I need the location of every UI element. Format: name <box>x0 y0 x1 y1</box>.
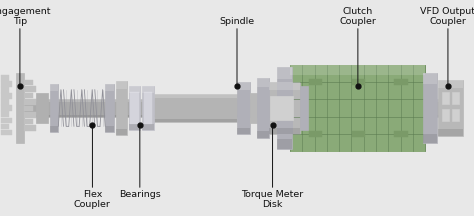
Bar <box>24 93 33 98</box>
Bar <box>352 131 365 137</box>
Bar <box>50 84 58 91</box>
Bar <box>24 80 33 85</box>
Bar <box>24 119 33 124</box>
Bar <box>21 99 460 117</box>
Bar <box>24 106 33 111</box>
Bar <box>438 80 463 88</box>
Bar <box>394 79 408 85</box>
Bar <box>154 94 237 98</box>
Bar <box>129 86 140 130</box>
Bar <box>105 84 114 91</box>
Bar <box>144 92 152 124</box>
Bar <box>352 79 365 85</box>
Bar <box>142 86 154 93</box>
Bar <box>290 65 425 151</box>
Bar <box>257 131 269 138</box>
Bar <box>142 124 154 130</box>
Bar <box>269 82 300 134</box>
Bar <box>237 128 250 134</box>
Bar <box>277 67 292 79</box>
Bar <box>116 129 127 135</box>
Bar <box>1 124 9 129</box>
Bar <box>442 92 449 104</box>
Bar <box>21 115 460 117</box>
Bar <box>50 84 58 132</box>
Bar <box>269 128 300 134</box>
Bar <box>300 86 308 130</box>
Bar <box>129 86 140 93</box>
Bar <box>116 81 127 89</box>
Bar <box>442 109 449 121</box>
Bar <box>116 81 127 135</box>
Bar <box>105 84 114 132</box>
Bar <box>1 87 9 93</box>
Bar <box>24 125 36 131</box>
Bar <box>1 75 9 81</box>
Bar <box>24 86 36 92</box>
Bar <box>394 131 408 137</box>
Text: Spindle: Spindle <box>219 17 255 26</box>
Bar <box>423 73 437 84</box>
Bar <box>50 126 58 132</box>
Bar <box>24 112 36 118</box>
Bar <box>130 92 139 124</box>
Bar <box>452 109 459 121</box>
Bar <box>237 82 250 134</box>
Bar <box>1 93 12 99</box>
Bar <box>142 86 154 130</box>
Text: VFD Output
Coupler: VFD Output Coupler <box>420 6 474 26</box>
Bar <box>438 80 463 136</box>
Bar <box>16 73 24 143</box>
Bar <box>423 73 437 143</box>
Text: Flex
Coupler: Flex Coupler <box>74 190 111 210</box>
Bar <box>309 131 322 137</box>
Bar <box>36 93 48 123</box>
Bar <box>290 65 425 75</box>
Bar <box>1 99 9 105</box>
Bar <box>1 118 12 123</box>
Bar <box>1 111 9 117</box>
Bar <box>154 94 237 122</box>
Bar <box>277 139 292 149</box>
Bar <box>1 105 12 111</box>
Bar <box>438 129 463 136</box>
Text: Engagement
Tip: Engagement Tip <box>0 6 50 26</box>
Bar <box>237 82 250 90</box>
Bar <box>154 119 237 122</box>
Bar <box>21 99 460 102</box>
Bar <box>250 93 257 123</box>
Text: Clutch
Coupler: Clutch Coupler <box>339 6 376 26</box>
Bar <box>257 78 269 138</box>
Bar <box>270 96 293 120</box>
Bar <box>257 78 269 87</box>
Bar <box>1 81 12 87</box>
Bar <box>277 67 292 149</box>
Bar <box>24 99 36 105</box>
Text: Torque Meter
Disk: Torque Meter Disk <box>241 190 304 210</box>
Bar <box>269 82 300 90</box>
Bar <box>423 134 437 143</box>
Text: Bearings: Bearings <box>119 190 161 199</box>
Bar <box>129 124 140 130</box>
Bar <box>309 79 322 85</box>
Bar <box>105 126 114 132</box>
Bar <box>1 130 12 135</box>
Bar <box>452 92 459 104</box>
